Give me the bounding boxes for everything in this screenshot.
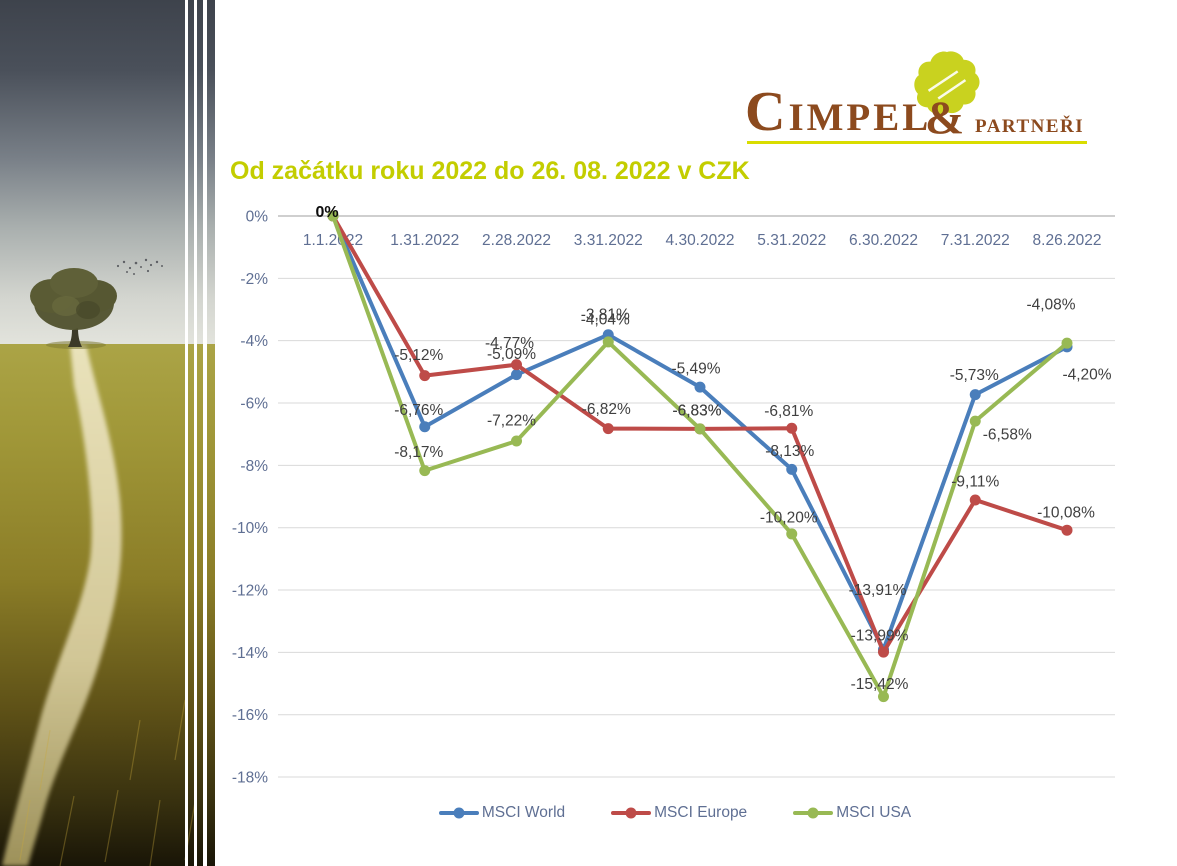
svg-text:-5,73%: -5,73%	[950, 367, 999, 384]
svg-text:-6,58%: -6,58%	[983, 427, 1032, 444]
legend-swatch	[438, 807, 479, 819]
svg-text:-13,91%: -13,91%	[849, 582, 907, 599]
legend-marker-icon	[625, 807, 637, 819]
logo-word-partneri: partneři	[975, 108, 1085, 139]
svg-text:-12%: -12%	[232, 583, 268, 600]
svg-text:-8,13%: -8,13%	[765, 443, 814, 460]
legend-swatch	[611, 807, 652, 819]
photo-slit	[203, 0, 207, 866]
svg-text:0%: 0%	[246, 209, 269, 226]
svg-text:6.30.2022: 6.30.2022	[849, 232, 918, 249]
chart-title: Od začátku roku 2022 do 26. 08. 2022 v C…	[230, 157, 750, 185]
svg-text:-4%: -4%	[240, 333, 268, 350]
photo-path	[2, 344, 122, 866]
svg-text:4.30.2022: 4.30.2022	[666, 232, 735, 249]
legend-marker-icon	[453, 807, 465, 819]
svg-text:-18%: -18%	[232, 770, 268, 787]
photo-slit	[194, 0, 197, 866]
tree-silhouette	[30, 268, 117, 349]
svg-text:-10,08%: -10,08%	[1037, 505, 1095, 522]
svg-text:5.31.2022: 5.31.2022	[757, 232, 826, 249]
svg-text:-4,20%: -4,20%	[1062, 366, 1111, 383]
svg-text:-3,81%: -3,81%	[581, 306, 630, 323]
svg-text:-14%: -14%	[232, 645, 268, 662]
svg-text:-5,12%: -5,12%	[394, 347, 443, 364]
company-logo: Cimpel & partneři	[745, 51, 1095, 145]
svg-text:-9,11%: -9,11%	[951, 473, 999, 490]
svg-text:8.26.2022: 8.26.2022	[1033, 232, 1102, 249]
svg-text:-6,81%: -6,81%	[764, 403, 813, 420]
svg-text:-8%: -8%	[240, 458, 268, 475]
svg-text:2.28.2022: 2.28.2022	[482, 232, 551, 249]
legend-item: MSCI World	[438, 804, 566, 822]
birds	[116, 258, 163, 275]
svg-text:-2%: -2%	[240, 271, 268, 288]
svg-text:0%: 0%	[315, 204, 338, 221]
svg-text:-6%: -6%	[240, 396, 268, 413]
svg-text:-13,99%: -13,99%	[851, 628, 909, 645]
svg-text:1.31.2022: 1.31.2022	[390, 232, 459, 249]
legend-label: MSCI USA	[836, 804, 912, 821]
svg-text:-4,08%: -4,08%	[1026, 297, 1075, 314]
svg-text:-6,76%: -6,76%	[394, 402, 443, 419]
svg-text:-10%: -10%	[232, 520, 268, 537]
svg-text:1.1.2022: 1.1.2022	[303, 232, 363, 249]
photo-slit	[185, 0, 188, 866]
svg-text:-16%: -16%	[232, 707, 268, 724]
svg-text:-5,09%: -5,09%	[487, 346, 536, 363]
svg-text:-10,20%: -10,20%	[760, 509, 818, 526]
photo-panel	[0, 0, 215, 866]
svg-text:-6,82%: -6,82%	[582, 401, 631, 418]
svg-text:7.31.2022: 7.31.2022	[941, 232, 1010, 249]
svg-text:-8,17%: -8,17%	[394, 444, 443, 461]
svg-text:-6,83%: -6,83%	[672, 402, 721, 419]
svg-text:3.31.2022: 3.31.2022	[574, 232, 643, 249]
grass-streaks	[19, 699, 197, 866]
logo-underline	[747, 141, 1087, 144]
legend-swatch	[793, 807, 834, 819]
legend-marker-icon	[807, 807, 819, 819]
landscape-photo	[0, 0, 215, 866]
legend-label: MSCI World	[481, 804, 566, 821]
logo-ampersand: &	[925, 92, 965, 145]
logo-tree-icon	[914, 51, 980, 115]
svg-text:-5,49%: -5,49%	[671, 361, 720, 378]
legend-label: MSCI Europe	[654, 804, 748, 821]
chart-legend: MSCI World MSCI Europe MSCI USA	[232, 795, 1118, 831]
legend-item: MSCI USA	[793, 804, 911, 822]
logo-word-cimpel: Cimpel	[745, 81, 932, 144]
svg-text:-4,77%: -4,77%	[485, 335, 534, 352]
svg-text:-15,42%: -15,42%	[851, 676, 909, 693]
svg-text:-4,04%: -4,04%	[581, 311, 630, 328]
svg-text:-6,83%: -6,83%	[672, 402, 721, 419]
svg-text:-7,22%: -7,22%	[487, 413, 536, 430]
legend-item: MSCI Europe	[611, 804, 747, 822]
